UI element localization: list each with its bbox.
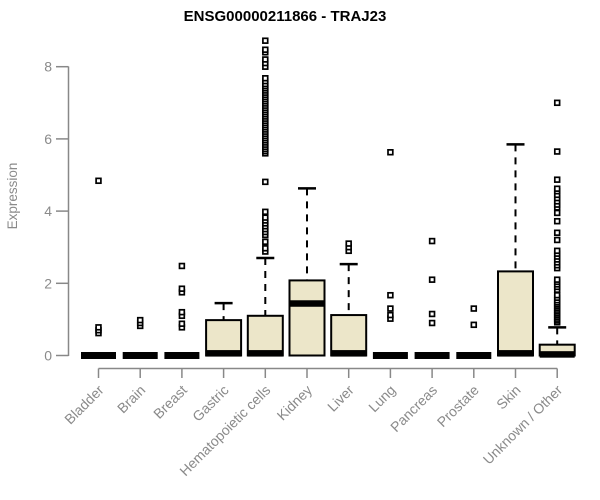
outlier-point: [262, 37, 269, 44]
outlier-point: [387, 291, 394, 299]
median-line: [498, 350, 533, 357]
outlier-point: [262, 56, 269, 63]
box-rect: [497, 270, 534, 357]
median-line: [206, 350, 242, 357]
outlier-point: [136, 316, 144, 324]
y-tick-label: 0: [44, 348, 52, 364]
outlier-point: [262, 214, 269, 221]
outlier-point: [428, 237, 436, 245]
outlier-point: [428, 276, 436, 283]
median-line: [372, 352, 408, 359]
x-tick-label: Prostate: [434, 382, 482, 430]
box-rect: [205, 319, 243, 357]
outlier-point: [470, 321, 478, 329]
outlier-point: [262, 46, 269, 53]
outlier-point: [387, 311, 394, 319]
outlier-point: [178, 320, 186, 327]
median-line: [81, 352, 116, 359]
outlier-point: [553, 185, 561, 192]
outlier-point: [553, 291, 561, 299]
y-tick-label: 4: [44, 203, 52, 219]
x-tick-label: Kidney: [274, 382, 316, 424]
outlier-point: [262, 238, 269, 246]
outlier-point: [345, 240, 352, 247]
median-line: [289, 300, 325, 307]
outlier-point: [428, 310, 436, 318]
outlier-point: [553, 247, 561, 255]
x-tick-label: Lung: [365, 382, 398, 415]
median-line: [539, 351, 575, 358]
outlier-point: [95, 324, 102, 331]
x-tick-label: Breast: [150, 382, 190, 422]
y-tick-label: 6: [44, 131, 52, 147]
outlier-point: [553, 209, 561, 217]
x-tick-label: Liver: [324, 382, 357, 415]
outlier-point: [553, 229, 561, 237]
outlier-point: [553, 217, 561, 225]
outlier-point: [95, 177, 102, 185]
median-line: [247, 350, 283, 357]
outlier-point: [387, 149, 394, 156]
outlier-point: [553, 176, 561, 183]
outlier-point: [387, 305, 394, 312]
y-tick-label: 8: [44, 59, 52, 75]
chart-title: ENSG00000211866 - TRAJ23: [183, 8, 387, 25]
x-tick-label: Bladder: [61, 382, 107, 428]
outlier-point: [262, 75, 269, 82]
box-rect: [246, 314, 284, 357]
x-tick-label: Unknown / Other: [480, 382, 566, 468]
median-line: [456, 352, 492, 359]
median-line: [414, 352, 450, 359]
outlier-point: [262, 208, 269, 216]
outlier-point: [428, 319, 436, 327]
box-rect: [288, 279, 326, 357]
outlier-point: [553, 148, 561, 155]
x-tick-label: Skin: [493, 382, 524, 413]
outlier-point: [470, 305, 478, 312]
outlier-point: [553, 236, 561, 244]
y-tick-label: 2: [44, 275, 52, 291]
box-rect: [330, 314, 368, 357]
outlier-point: [553, 99, 561, 107]
outlier-point: [178, 285, 186, 292]
median-line: [122, 352, 158, 359]
outlier-point: [178, 262, 186, 270]
median-line: [164, 352, 200, 359]
outlier-point: [262, 178, 269, 186]
outlier-point: [262, 245, 269, 252]
median-line: [331, 350, 367, 357]
x-tick-label: Brain: [114, 382, 148, 416]
outlier-point: [553, 276, 561, 283]
outlier-point: [178, 308, 186, 316]
